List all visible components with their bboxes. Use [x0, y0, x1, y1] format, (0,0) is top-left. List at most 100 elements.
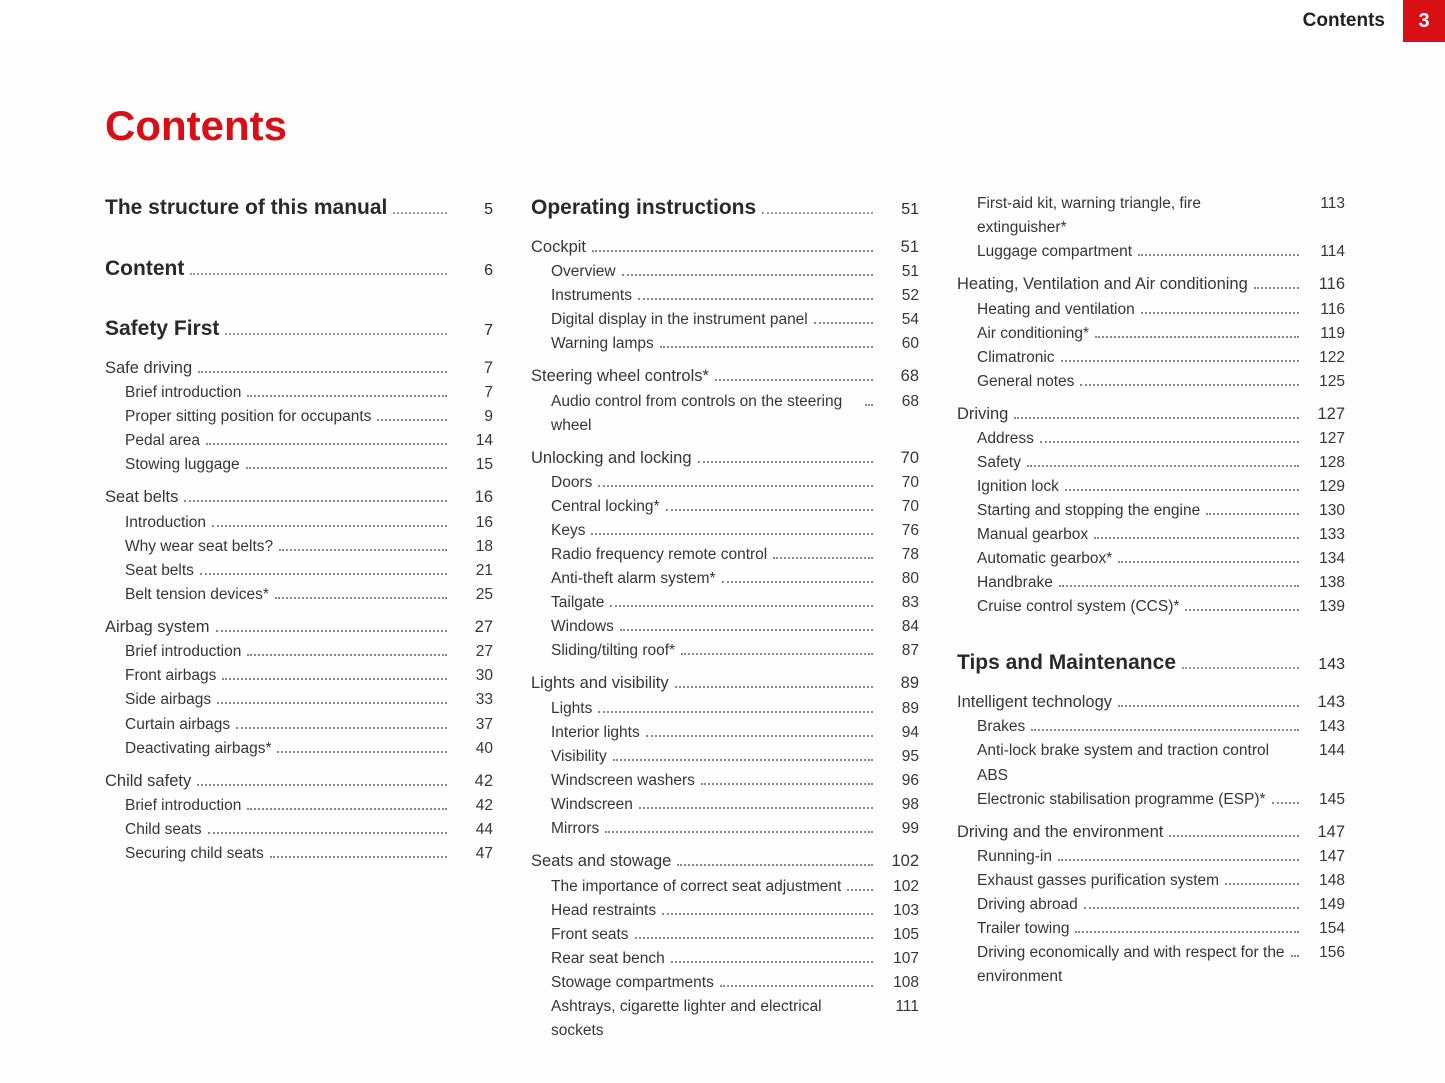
toc-leader-dots: [217, 691, 447, 705]
toc-entry-label: Windscreen washers: [551, 769, 695, 793]
toc-entry: Tips and Maintenance143: [957, 647, 1345, 680]
toc-entry-page: 122: [1303, 346, 1345, 370]
toc-entry-label: Visibility: [551, 745, 607, 769]
toc-entry-page: 51: [877, 198, 919, 223]
toc-entry-label: Warning lamps: [551, 332, 654, 356]
toc-entry-label: Safety: [977, 451, 1021, 475]
toc-entry: Brief introduction7: [105, 381, 493, 405]
toc-entry-page: 47: [451, 842, 493, 866]
toc-entry: Overview51: [531, 260, 919, 284]
toc-entry-page: 154: [1303, 917, 1345, 941]
toc-entry-label: Driving economically and with respect fo…: [977, 941, 1285, 989]
toc-entry-label: General notes: [977, 370, 1074, 394]
toc-leader-dots: [773, 545, 873, 559]
toc-leader-dots: [1291, 742, 1299, 756]
toc-entry-page: 147: [1303, 845, 1345, 869]
toc-leader-dots: [591, 521, 873, 535]
toc-entry-label: Curtain airbags: [125, 713, 230, 737]
toc-entry: Steering wheel controls*68: [531, 364, 919, 390]
toc-entry-label: Airbag system: [105, 615, 210, 641]
toc-leader-dots: [622, 262, 873, 276]
toc-entry: Seat belts16: [105, 485, 493, 511]
toc-entry-label: Climatronic: [977, 346, 1055, 370]
toc-entry: Electronic stabilisation programme (ESP)…: [957, 788, 1345, 812]
toc-leader-dots: [1084, 895, 1299, 909]
toc-leader-dots: [1272, 790, 1299, 804]
toc-entry-label: Luggage compartment: [977, 240, 1132, 264]
toc-entry-page: 148: [1303, 869, 1345, 893]
toc-entry-page: 102: [877, 875, 919, 899]
toc-leader-dots: [212, 513, 447, 527]
toc-leader-dots: [1075, 919, 1299, 933]
toc-entry: Pedal area14: [105, 429, 493, 453]
toc-leader-dots: [865, 997, 873, 1011]
toc-entry: Warning lamps60: [531, 332, 919, 356]
toc-leader-dots: [613, 747, 873, 761]
toc-entry-label: First-aid kit, warning triangle, fire ex…: [977, 192, 1285, 240]
toc-entry-label: Interior lights: [551, 721, 640, 745]
toc-leader-dots: [246, 455, 447, 469]
toc-leader-dots: [639, 795, 873, 809]
toc-entry-page: 125: [1303, 370, 1345, 394]
toc-leader-dots: [190, 256, 447, 275]
toc-entry-page: 143: [1303, 653, 1345, 678]
toc-entry-label: Cockpit: [531, 235, 586, 261]
toc-entry-label: Air conditioning*: [977, 322, 1089, 346]
toc-entry-page: 68: [877, 390, 919, 414]
toc-entry: Exhaust gasses purification system148: [957, 869, 1345, 893]
toc-entry-page: 80: [877, 567, 919, 591]
toc-entry-page: 89: [877, 671, 919, 697]
toc-entry-label: Unlocking and locking: [531, 446, 692, 472]
toc-column: First-aid kit, warning triangle, fire ex…: [957, 192, 1345, 1043]
toc-leader-dots: [1169, 822, 1299, 837]
toc-entry: Safety First7: [105, 313, 493, 346]
toc-entry-page: 145: [1303, 788, 1345, 812]
toc-entry-label: Side airbags: [125, 688, 211, 712]
toc-entry-page: 139: [1303, 595, 1345, 619]
toc-entry-label: Anti-lock brake system and traction cont…: [977, 739, 1285, 787]
toc-entry: Cockpit51: [531, 235, 919, 261]
toc-leader-dots: [598, 473, 873, 487]
toc-leader-dots: [638, 286, 873, 300]
toc-entry: Curtain airbags37: [105, 713, 493, 737]
toc-entry-label: Driving and the environment: [957, 820, 1163, 846]
toc-entry-page: 5: [451, 198, 493, 223]
toc-entry: Lights89: [531, 697, 919, 721]
toc-entry: Trailer towing154: [957, 917, 1345, 941]
toc-entry-page: 119: [1303, 322, 1345, 346]
toc-leader-dots: [1141, 300, 1299, 314]
toc-entry-label: Brief introduction: [125, 794, 241, 818]
toc-leader-dots: [1254, 274, 1299, 289]
toc-entry-page: 44: [451, 818, 493, 842]
toc-entry-page: 7: [451, 381, 493, 405]
toc-entry-page: 113: [1303, 192, 1345, 216]
toc-entry-page: 107: [877, 947, 919, 971]
toc-entry: Safe driving7: [105, 356, 493, 382]
toc-entry-label: Stowing luggage: [125, 453, 240, 477]
toc-entry-page: 143: [1303, 690, 1345, 716]
toc-entry: Stowage compartments108: [531, 971, 919, 995]
toc-entry-label: Anti-theft alarm system*: [551, 567, 716, 591]
toc-entry: Driving127: [957, 402, 1345, 428]
toc-entry-page: 102: [877, 849, 919, 875]
toc-entry-label: Belt tension devices*: [125, 583, 269, 607]
toc-leader-dots: [208, 820, 447, 834]
toc-leader-dots: [1058, 847, 1299, 861]
toc-entry-label: Introduction: [125, 511, 206, 535]
toc-entry: Handbrake138: [957, 571, 1345, 595]
toc-entry: Cruise control system (CCS)*139: [957, 595, 1345, 619]
toc-entry: Windows84: [531, 615, 919, 639]
toc-leader-dots: [698, 448, 873, 463]
toc-leader-dots: [592, 237, 873, 252]
toc-entry-page: 54: [877, 308, 919, 332]
toc-entry: Interior lights94: [531, 721, 919, 745]
toc-entry-page: 133: [1303, 523, 1345, 547]
toc-entry: Deactivating airbags*40: [105, 737, 493, 761]
toc-entry-page: 68: [877, 364, 919, 390]
toc-entry-page: 147: [1303, 820, 1345, 846]
toc-leader-dots: [681, 642, 873, 656]
toc-entry: Unlocking and locking70: [531, 446, 919, 472]
toc-entry: Address127: [957, 427, 1345, 451]
toc-entry-page: 138: [1303, 571, 1345, 595]
toc-leader-dots: [1014, 404, 1299, 419]
